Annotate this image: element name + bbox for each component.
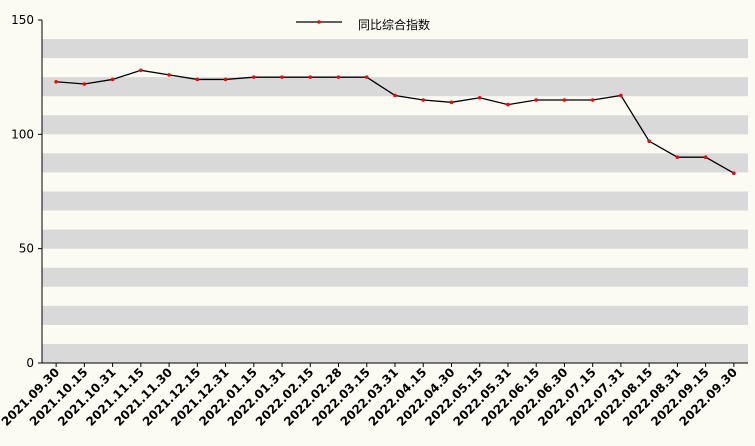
point [308, 75, 313, 79]
plot-band [42, 267, 748, 287]
point [421, 98, 426, 102]
y-tick-label: 150 [11, 13, 34, 27]
point [280, 75, 284, 79]
point [477, 95, 482, 100]
plot-band [42, 77, 748, 97]
point [393, 93, 397, 98]
point [449, 100, 454, 105]
point [167, 73, 171, 77]
plot-band [42, 191, 748, 211]
point [110, 77, 115, 82]
point [54, 79, 58, 84]
point [732, 171, 736, 176]
legend-marker [317, 20, 321, 24]
point [506, 102, 510, 107]
y-tick-label: 50 [19, 242, 34, 256]
point [534, 98, 538, 102]
point [139, 68, 143, 73]
point [703, 155, 708, 159]
point [223, 77, 228, 82]
plot-band [42, 305, 748, 325]
plot-band [42, 229, 748, 249]
plot-bands [42, 39, 748, 363]
point [195, 77, 200, 82]
legend-label: 同比综合指数 [358, 17, 430, 32]
plot-band [42, 115, 748, 135]
point [252, 75, 256, 79]
point [336, 75, 341, 79]
point [675, 155, 680, 159]
plot-band [42, 39, 748, 59]
point [647, 139, 651, 143]
point [619, 93, 623, 98]
y-tick-label: 100 [11, 127, 34, 141]
plot-band [42, 343, 748, 363]
plot-band [42, 153, 748, 173]
point [82, 82, 87, 86]
y-tick-label: 0 [26, 356, 34, 370]
point [562, 98, 567, 102]
point [364, 75, 369, 79]
point [590, 98, 595, 102]
